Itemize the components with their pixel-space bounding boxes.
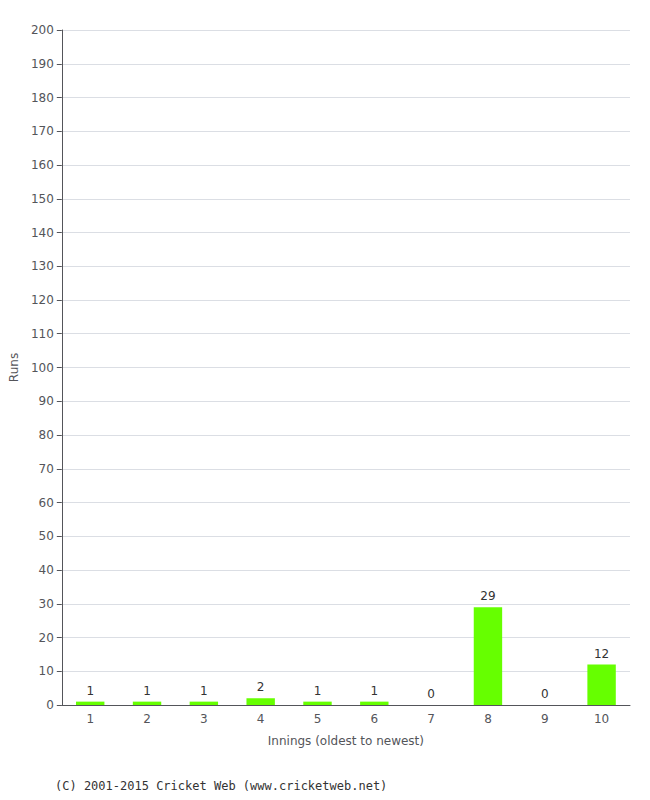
svg-text:150: 150 xyxy=(31,192,54,206)
svg-text:0: 0 xyxy=(541,687,549,701)
svg-text:1: 1 xyxy=(86,712,94,726)
svg-text:8: 8 xyxy=(484,712,492,726)
svg-text:7: 7 xyxy=(427,712,435,726)
svg-text:1: 1 xyxy=(314,684,322,698)
svg-text:160: 160 xyxy=(31,158,54,172)
svg-text:1: 1 xyxy=(200,684,208,698)
svg-text:140: 140 xyxy=(31,226,54,240)
svg-text:0: 0 xyxy=(427,687,435,701)
svg-text:(C) 2001-2015 Cricket Web (www: (C) 2001-2015 Cricket Web (www.cricketwe… xyxy=(55,779,387,793)
svg-text:2: 2 xyxy=(257,680,265,694)
svg-text:80: 80 xyxy=(39,428,54,442)
svg-text:20: 20 xyxy=(39,631,54,645)
svg-text:120: 120 xyxy=(31,293,54,307)
svg-text:0: 0 xyxy=(46,698,54,712)
svg-text:50: 50 xyxy=(39,529,54,543)
svg-text:1: 1 xyxy=(370,684,378,698)
svg-text:10: 10 xyxy=(39,664,54,678)
svg-text:180: 180 xyxy=(31,91,54,105)
svg-text:170: 170 xyxy=(31,124,54,138)
svg-text:30: 30 xyxy=(39,597,54,611)
svg-text:200: 200 xyxy=(31,23,54,37)
svg-text:70: 70 xyxy=(39,462,54,476)
svg-text:60: 60 xyxy=(39,496,54,510)
svg-text:110: 110 xyxy=(31,327,54,341)
svg-text:Runs: Runs xyxy=(7,353,21,382)
svg-text:10: 10 xyxy=(594,712,609,726)
svg-text:90: 90 xyxy=(39,394,54,408)
svg-text:5: 5 xyxy=(314,712,322,726)
svg-text:40: 40 xyxy=(39,563,54,577)
svg-text:1: 1 xyxy=(86,684,94,698)
svg-text:2: 2 xyxy=(143,712,151,726)
svg-text:190: 190 xyxy=(31,57,54,71)
svg-text:100: 100 xyxy=(31,361,54,375)
svg-text:6: 6 xyxy=(370,712,378,726)
svg-text:9: 9 xyxy=(541,712,549,726)
svg-text:Innings (oldest to newest): Innings (oldest to newest) xyxy=(268,734,424,748)
svg-text:130: 130 xyxy=(31,259,54,273)
svg-text:1: 1 xyxy=(143,684,151,698)
svg-text:29: 29 xyxy=(480,589,495,603)
svg-text:3: 3 xyxy=(200,712,208,726)
svg-text:4: 4 xyxy=(257,712,265,726)
svg-text:12: 12 xyxy=(594,647,609,661)
